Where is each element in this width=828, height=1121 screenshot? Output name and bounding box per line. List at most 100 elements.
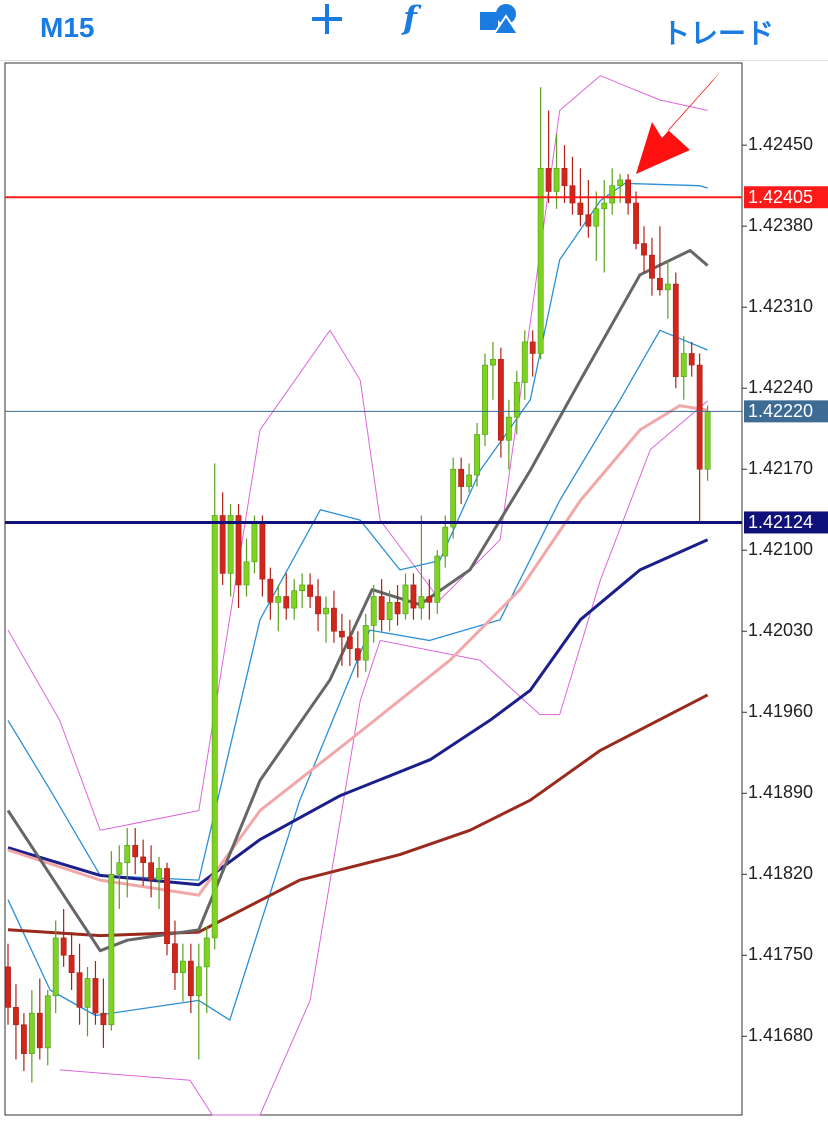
candle-body [68,954,75,973]
price-level-tag [744,511,828,534]
candle-body [688,353,695,366]
candle-body [402,584,409,615]
candle-body [187,960,194,997]
objects-icon[interactable] [478,0,523,40]
y-tick-label: 1.41820 [748,863,813,883]
candle-body [450,468,457,528]
indicator-icon[interactable]: f [395,0,425,40]
candle-body [466,474,472,487]
candle-body [672,283,679,377]
price-level-label: 1.42220 [748,401,813,421]
indicator-line [7,182,708,881]
y-tick-label: 1.42170 [748,458,813,478]
candle-body [633,202,639,244]
candle-body [5,966,11,1008]
candle-body [148,862,154,881]
trade-button[interactable]: トレード [662,18,775,49]
price-level-label: 1.42405 [748,187,813,207]
candle-body [609,185,616,204]
y-tick-label: 1.42030 [748,620,813,640]
indicator-line [7,75,708,831]
candle-body [124,845,131,864]
candle-body [20,1024,27,1054]
candle-body [585,214,592,227]
candle-body [426,596,433,603]
y-tick-label: 1.41960 [748,701,813,721]
candle-body [219,515,226,574]
y-tick-label: 1.41890 [748,782,813,802]
candle-body [513,382,520,418]
candle-body [680,353,687,377]
candle-body [307,584,313,597]
candle-body [386,602,393,620]
candle-body [664,283,671,291]
candle-body [545,168,552,192]
candle-body [291,590,298,609]
candle-body [140,856,147,864]
toolbar: M15 f トレード [0,0,828,61]
candle-body [434,555,441,603]
price-level-tag [744,400,828,423]
candle-body [60,937,67,956]
candle-body [52,937,59,997]
candle-body [553,168,560,192]
candle-body [116,862,123,875]
candle-body [617,179,624,186]
candle-body [172,943,178,973]
candle-body [474,434,480,476]
candle-body [211,515,218,939]
candle-body [569,185,576,204]
candle-body [164,868,170,945]
candle-body [251,520,258,563]
indicator-line [59,400,708,1116]
candle-body [458,468,465,487]
candle-body [275,596,282,603]
candle-body [44,995,51,1049]
candle-body [76,972,83,1008]
candle-body [28,1012,35,1054]
candle-body [346,636,353,649]
candle-body [331,607,337,632]
y-tick-label: 1.42380 [748,215,813,235]
price-level-tag [744,186,828,209]
timeframe-button[interactable]: M15 [40,12,95,43]
indicator-line [6,249,709,953]
candle-body [203,937,210,968]
candle-body [338,630,345,638]
candle-body [601,202,608,210]
y-tick-label: 1.42310 [748,296,813,316]
candle-body [283,596,290,609]
candle-body [482,364,488,435]
y-tick-label: 1.42450 [748,134,813,154]
indicator-line [7,693,709,938]
crosshair-icon[interactable] [305,0,350,40]
candle-body [410,584,417,609]
candle-body [132,845,139,858]
candle-body [259,520,266,580]
y-tick-label: 1.41750 [748,944,813,964]
candle-body [394,602,401,615]
candle-body [704,411,711,470]
candle-body [521,341,528,383]
candle-body [267,578,274,603]
candle-body [593,208,600,227]
candle-body [92,978,99,1014]
candle-body [13,1007,19,1026]
candle-body [84,978,91,1008]
candle-body [370,596,377,626]
candle-body [442,526,449,557]
candle-body [180,960,186,973]
candle-body [315,596,321,615]
candle-body [323,607,329,615]
y-tick-label: 1.42240 [748,377,813,397]
candle-body [561,168,568,186]
candle-body [235,515,242,586]
candle-body [354,648,361,661]
candle-body [497,358,504,441]
plot-frame [4,62,743,1116]
candle-body [696,364,703,470]
candle-body [529,341,536,354]
candle-body [108,873,115,1026]
